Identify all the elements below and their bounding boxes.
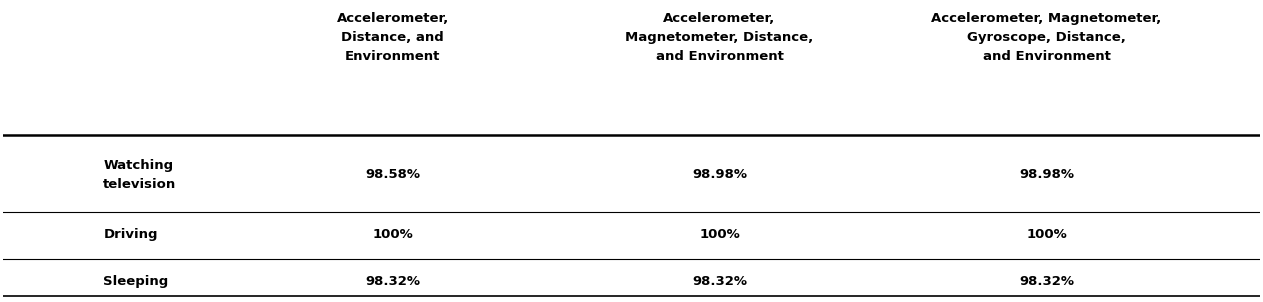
Text: 98.32%: 98.32% <box>1019 275 1074 288</box>
Text: Watching
television: Watching television <box>104 159 177 191</box>
Text: 100%: 100% <box>373 227 413 240</box>
Text: 98.58%: 98.58% <box>365 168 421 181</box>
Text: 98.32%: 98.32% <box>692 275 746 288</box>
Text: 98.32%: 98.32% <box>365 275 421 288</box>
Text: 100%: 100% <box>1026 227 1067 240</box>
Text: Sleeping: Sleeping <box>104 275 169 288</box>
Text: Accelerometer, Magnetometer,
Gyroscope, Distance,
and Environment: Accelerometer, Magnetometer, Gyroscope, … <box>931 12 1162 63</box>
Text: 100%: 100% <box>700 227 740 240</box>
Text: Accelerometer,
Distance, and
Environment: Accelerometer, Distance, and Environment <box>336 12 448 63</box>
Text: 98.98%: 98.98% <box>1019 168 1074 181</box>
Text: 98.98%: 98.98% <box>692 168 746 181</box>
Text: Driving: Driving <box>104 227 158 240</box>
Text: Accelerometer,
Magnetometer, Distance,
and Environment: Accelerometer, Magnetometer, Distance, a… <box>625 12 813 63</box>
